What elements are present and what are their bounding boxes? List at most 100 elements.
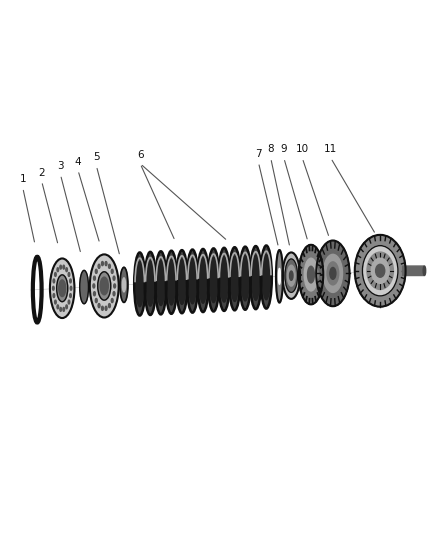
- Ellipse shape: [113, 292, 115, 296]
- Text: 7: 7: [255, 149, 262, 159]
- Ellipse shape: [105, 306, 107, 310]
- Ellipse shape: [68, 300, 70, 304]
- Ellipse shape: [60, 308, 61, 311]
- Ellipse shape: [155, 253, 166, 313]
- Ellipse shape: [208, 250, 219, 310]
- Ellipse shape: [60, 265, 61, 269]
- Ellipse shape: [57, 268, 59, 272]
- Ellipse shape: [70, 286, 72, 290]
- Ellipse shape: [178, 259, 186, 304]
- Ellipse shape: [189, 259, 196, 304]
- Ellipse shape: [53, 286, 54, 290]
- Ellipse shape: [330, 268, 336, 279]
- Ellipse shape: [122, 278, 126, 292]
- Text: 2: 2: [38, 167, 45, 177]
- Ellipse shape: [229, 249, 240, 309]
- Ellipse shape: [94, 276, 95, 280]
- Ellipse shape: [199, 258, 207, 303]
- Ellipse shape: [241, 255, 249, 301]
- Ellipse shape: [98, 272, 111, 300]
- Ellipse shape: [198, 251, 208, 311]
- Ellipse shape: [276, 250, 283, 303]
- Ellipse shape: [90, 254, 119, 318]
- Ellipse shape: [70, 294, 71, 297]
- Ellipse shape: [111, 298, 113, 303]
- Ellipse shape: [371, 258, 389, 284]
- Ellipse shape: [113, 276, 115, 280]
- Ellipse shape: [210, 257, 217, 303]
- Ellipse shape: [327, 262, 339, 285]
- Ellipse shape: [166, 252, 177, 312]
- Ellipse shape: [100, 277, 108, 295]
- Ellipse shape: [299, 245, 323, 304]
- Ellipse shape: [220, 257, 228, 302]
- Text: 8: 8: [267, 144, 274, 155]
- Ellipse shape: [323, 254, 343, 293]
- Ellipse shape: [355, 235, 406, 306]
- FancyBboxPatch shape: [403, 266, 424, 276]
- Ellipse shape: [102, 306, 103, 310]
- Ellipse shape: [109, 264, 110, 268]
- Ellipse shape: [262, 254, 270, 300]
- Ellipse shape: [111, 269, 113, 273]
- Text: 5: 5: [93, 152, 100, 162]
- Ellipse shape: [304, 258, 318, 291]
- Ellipse shape: [177, 252, 187, 312]
- Ellipse shape: [250, 248, 261, 308]
- Ellipse shape: [252, 255, 260, 300]
- Text: 4: 4: [74, 157, 81, 167]
- Ellipse shape: [95, 298, 97, 303]
- Text: 10: 10: [296, 144, 309, 155]
- Ellipse shape: [105, 262, 107, 265]
- Ellipse shape: [240, 248, 251, 308]
- Ellipse shape: [283, 253, 300, 299]
- Ellipse shape: [362, 246, 398, 296]
- Ellipse shape: [98, 304, 100, 308]
- Ellipse shape: [63, 265, 64, 269]
- Ellipse shape: [94, 292, 95, 296]
- Ellipse shape: [157, 260, 165, 305]
- Ellipse shape: [120, 268, 128, 302]
- Ellipse shape: [167, 260, 175, 305]
- Ellipse shape: [57, 305, 59, 309]
- Ellipse shape: [307, 266, 314, 283]
- Text: 3: 3: [57, 161, 64, 171]
- Text: 1: 1: [19, 174, 26, 184]
- Ellipse shape: [114, 284, 116, 288]
- Ellipse shape: [55, 300, 56, 304]
- Ellipse shape: [57, 275, 68, 302]
- Ellipse shape: [290, 271, 293, 280]
- Ellipse shape: [53, 279, 55, 283]
- Ellipse shape: [316, 240, 350, 306]
- Ellipse shape: [98, 264, 100, 268]
- Ellipse shape: [80, 270, 88, 304]
- Text: 11: 11: [324, 144, 337, 155]
- Ellipse shape: [102, 262, 103, 265]
- Ellipse shape: [109, 304, 110, 308]
- Ellipse shape: [279, 269, 280, 284]
- Ellipse shape: [136, 261, 144, 306]
- Text: 9: 9: [280, 144, 287, 155]
- Ellipse shape: [231, 256, 239, 302]
- Ellipse shape: [66, 268, 67, 272]
- Ellipse shape: [59, 280, 66, 296]
- Ellipse shape: [376, 264, 385, 277]
- Ellipse shape: [423, 266, 426, 276]
- Ellipse shape: [146, 261, 154, 306]
- Ellipse shape: [187, 251, 198, 311]
- Ellipse shape: [68, 272, 70, 277]
- Ellipse shape: [63, 308, 64, 311]
- Ellipse shape: [95, 269, 97, 273]
- Ellipse shape: [287, 265, 295, 286]
- Ellipse shape: [53, 294, 55, 297]
- Text: 6: 6: [137, 150, 144, 160]
- Ellipse shape: [134, 254, 145, 314]
- Ellipse shape: [70, 279, 71, 283]
- Ellipse shape: [285, 259, 297, 293]
- Ellipse shape: [261, 247, 272, 307]
- Ellipse shape: [50, 259, 74, 318]
- Ellipse shape: [93, 284, 95, 288]
- Ellipse shape: [219, 249, 230, 309]
- Ellipse shape: [145, 254, 156, 313]
- Ellipse shape: [367, 252, 393, 289]
